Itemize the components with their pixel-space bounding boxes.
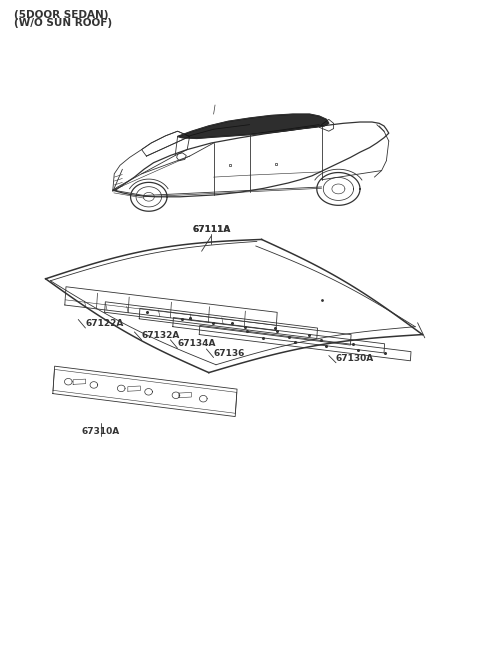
Text: (W/O SUN ROOF): (W/O SUN ROOF) bbox=[14, 18, 112, 28]
Text: 67130A: 67130A bbox=[336, 354, 374, 363]
Text: 67122A: 67122A bbox=[85, 319, 124, 328]
Text: 67136: 67136 bbox=[214, 348, 245, 358]
Text: (5DOOR SEDAN): (5DOOR SEDAN) bbox=[14, 10, 109, 20]
Text: 67310A: 67310A bbox=[82, 427, 120, 436]
Text: 67132A: 67132A bbox=[142, 331, 180, 340]
Text: 67134A: 67134A bbox=[178, 339, 216, 348]
Text: 67111A: 67111A bbox=[192, 224, 230, 234]
Polygon shape bbox=[178, 114, 329, 138]
Text: 67111A: 67111A bbox=[192, 225, 230, 234]
